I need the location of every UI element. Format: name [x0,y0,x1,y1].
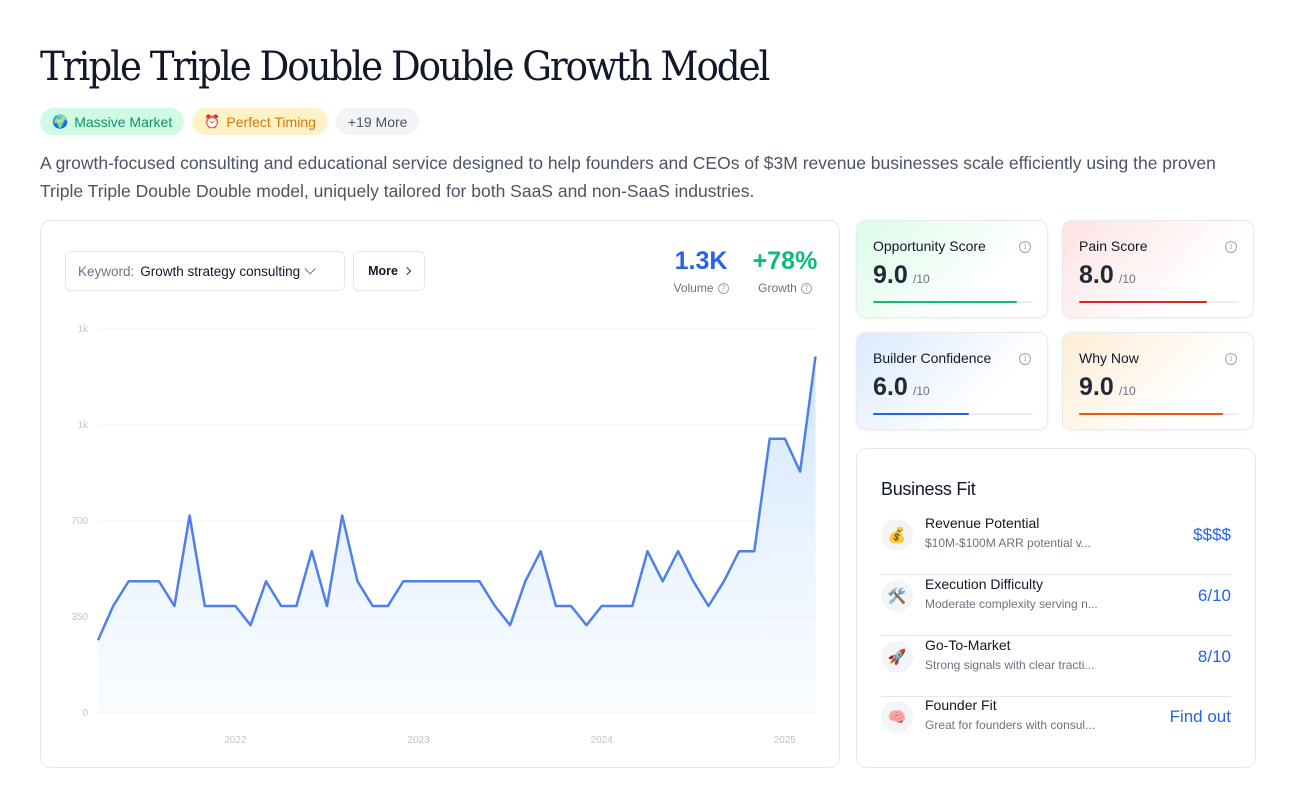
help-icon[interactable]: ? [717,282,729,294]
score-title: Builder Confidence [873,350,992,366]
fit-row-founder-fit[interactable]: 🧠 Founder Fit Great for founders with co… [881,697,1231,757]
fit-row-description: $10M-$100M ARR potential v... [925,536,1091,550]
business-fit-title: Business Fit [881,479,976,499]
tag-perfect-timing[interactable]: ⏰ Perfect Timing [192,108,328,135]
score-value: 9.0 [873,261,908,289]
score-progress-fill [1079,413,1223,415]
y-tick-label: 1k [77,420,89,431]
score-value: 6.0 [873,373,908,401]
x-tick-label: 2023 [407,735,430,746]
tag-list: 🌍 Massive Market ⏰ Perfect Timing +19 Mo… [40,108,420,135]
fit-row-execution-difficulty[interactable]: 🛠️ Execution Difficulty Moderate complex… [881,576,1231,636]
score-progress-fill [873,413,969,415]
tag-label: Massive Market [74,113,173,130]
builder-confidence-card: Builder Confidence i 6.0 /10 [856,332,1048,430]
score-denominator: /10 [1119,272,1136,286]
more-tags-button[interactable]: +19 More [335,108,420,135]
rocket-icon: 🚀 [881,641,913,673]
growth-metric: +78% Growth ? [745,247,825,295]
score-title: Why Now [1079,350,1139,366]
fit-row-go-to-market[interactable]: 🚀 Go-To-Market Strong signals with clear… [881,637,1231,697]
y-tick-label: 700 [71,516,88,527]
fit-row-name: Revenue Potential [925,515,1040,531]
more-button-label: More [368,264,398,278]
brain-icon: 🧠 [881,701,913,733]
x-tick-label: 2024 [591,735,614,746]
page-title: Triple Triple Double Double Growth Model [40,44,770,90]
info-icon[interactable]: i [1019,241,1031,253]
score-progress-track [1079,413,1239,415]
chevron-down-icon [304,263,316,275]
chevron-right-icon [402,266,412,276]
trend-chart-card: 0 350 700 1k 1k 2022 2023 2024 2025 Keyword: Gro… [40,220,840,768]
growth-label: Growth [758,281,797,295]
fit-row-name: Founder Fit [925,697,997,713]
business-fit-card: Business Fit 💰 Revenue Potential $10M-$1… [856,448,1256,768]
opportunity-score-card: Opportunity Score i 9.0 /10 [856,220,1048,318]
y-tick-label: 0 [82,708,88,719]
score-denominator: /10 [913,272,930,286]
why-now-card: Why Now i 9.0 /10 [1062,332,1254,430]
score-progress-track [1079,301,1239,303]
tag-label: +19 More [347,113,408,130]
score-progress-track [873,413,1033,415]
fit-row-revenue-potential[interactable]: 💰 Revenue Potential $10M-$100M ARR poten… [881,515,1231,575]
score-value: 9.0 [1079,373,1114,401]
tag-label: Perfect Timing [226,113,316,130]
fit-row-description: Strong signals with clear tracti... [925,658,1095,672]
score-progress-fill [873,301,1017,303]
trend-chart: 0 350 700 1k 1k 2022 2023 2024 2025 [71,324,817,746]
fit-row-name: Go-To-Market [925,637,1011,653]
score-denominator: /10 [913,384,930,398]
x-tick-label: 2025 [774,735,797,746]
score-value: 8.0 [1079,261,1114,289]
x-tick-label: 2022 [224,735,247,746]
alarm-clock-icon: ⏰ [204,113,221,129]
fit-row-description: Great for founders with consul... [925,718,1096,732]
trend-area [98,356,816,713]
volume-metric: 1.3K Volume ? [661,247,741,295]
more-button[interactable]: More [353,251,425,291]
info-icon[interactable]: i [1225,241,1237,253]
tag-massive-market[interactable]: 🌍 Massive Market [40,108,185,135]
growth-value: +78% [752,247,818,275]
info-icon[interactable]: i [1019,353,1031,365]
volume-label: Volume [673,281,714,295]
fit-row-value: 8/10 [1197,647,1231,666]
money-bag-icon: 💰 [881,519,913,551]
page-description: A growth-focused consulting and educatio… [40,153,1216,201]
find-out-link[interactable]: Find out [1169,707,1231,726]
fit-row-description: Moderate complexity serving n... [925,597,1098,611]
help-icon[interactable]: ? [800,282,812,294]
fit-row-name: Execution Difficulty [925,576,1044,592]
pain-score-card: Pain Score i 8.0 /10 [1062,220,1254,318]
fit-row-value: $$$$ [1193,525,1231,544]
score-denominator: /10 [1119,384,1136,398]
fit-row-value: 6/10 [1197,586,1231,605]
keyword-label: Keyword: [78,263,135,279]
keyword-select[interactable]: Keyword: Growth strategy consulting [65,251,345,291]
info-icon[interactable]: i [1225,353,1237,365]
trend-line [96,356,817,641]
score-progress-track [873,301,1033,303]
score-title: Opportunity Score [873,238,986,254]
globe-icon: 🌍 [52,113,69,129]
keyword-value: Growth strategy consulting [140,263,301,279]
y-tick-label: 350 [71,612,88,623]
score-progress-fill [1079,301,1207,303]
y-tick-label: 1k [77,324,89,335]
volume-value: 1.3K [674,247,728,275]
score-title: Pain Score [1079,238,1148,254]
tools-icon: 🛠️ [881,580,913,612]
